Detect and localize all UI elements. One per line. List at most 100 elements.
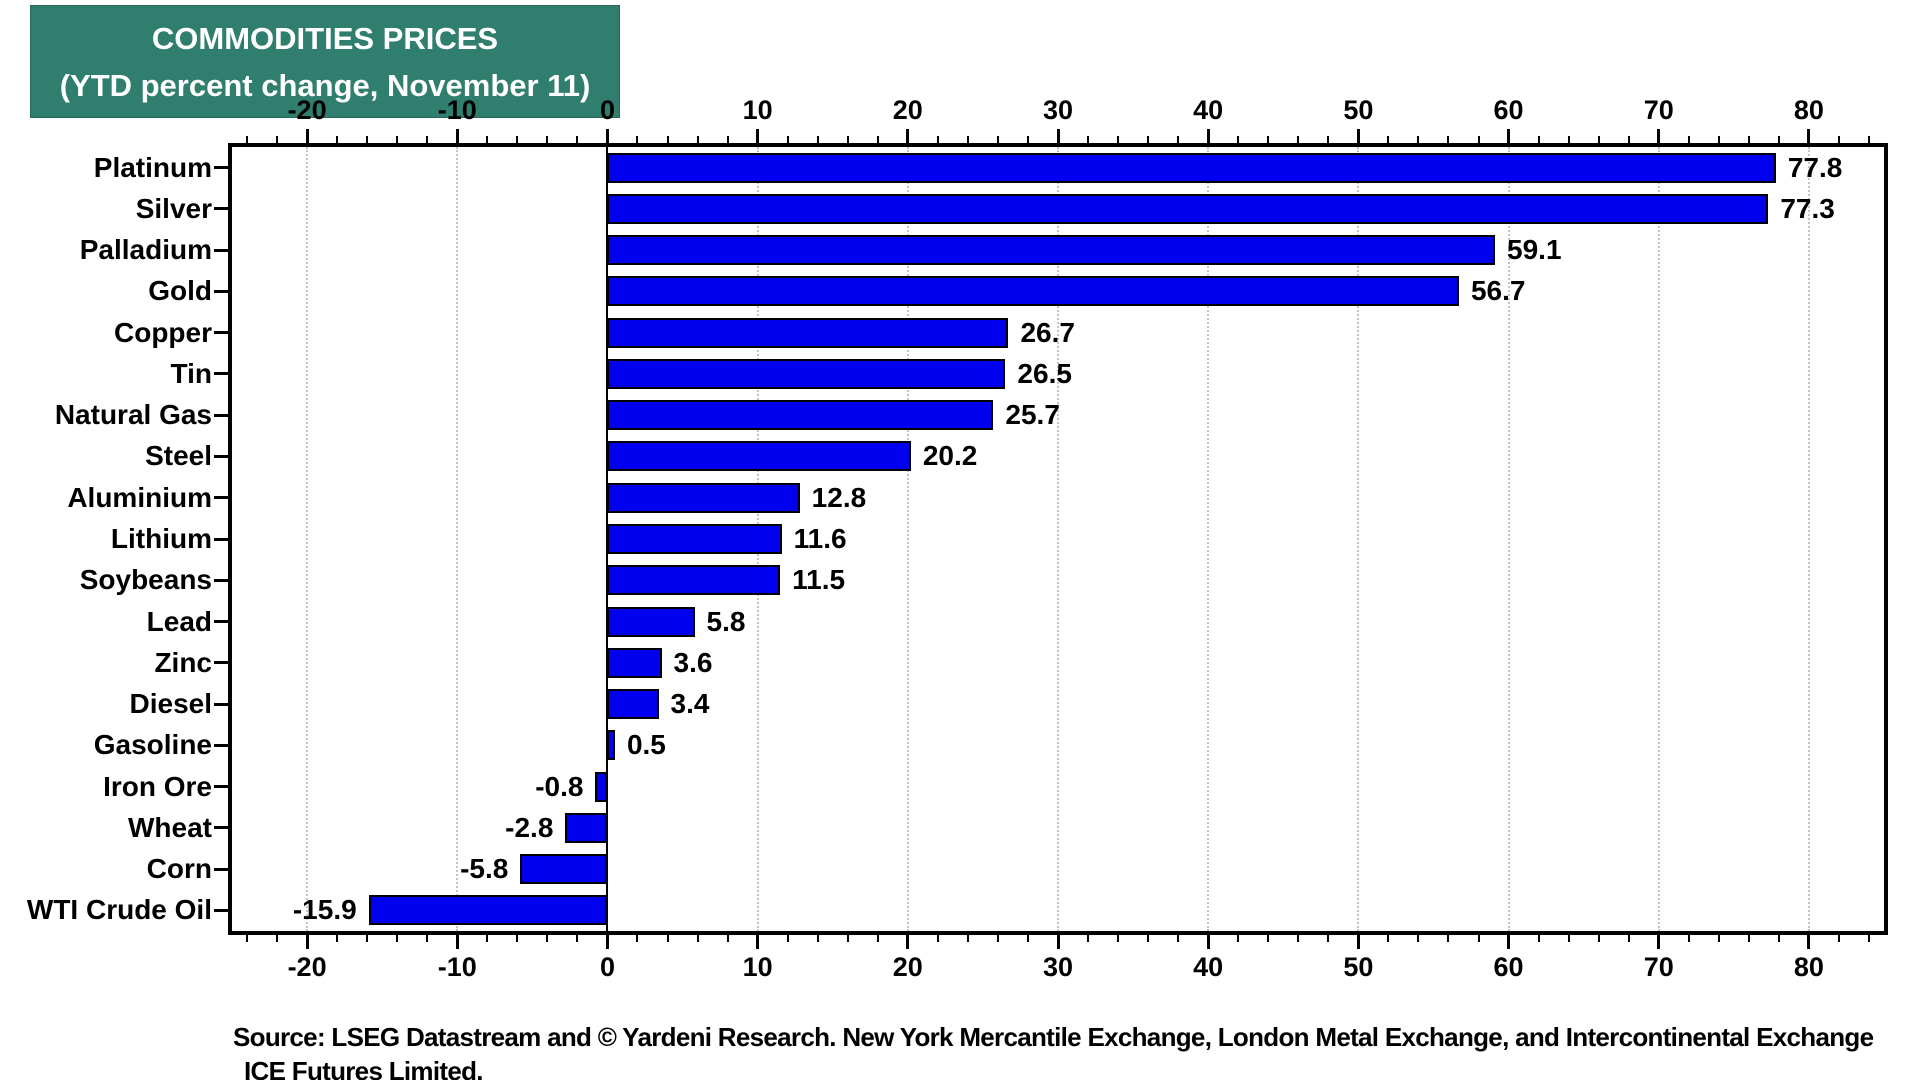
category-tick [214,743,228,747]
x-axis-tick-top [1597,136,1600,143]
x-axis-tick-bottom [546,935,549,942]
x-axis-tick-top [605,129,609,143]
x-axis-tick-top [1087,136,1090,143]
category-tick [214,702,228,706]
x-axis-tick-top [1477,136,1480,143]
x-axis-label-bottom: 40 [1193,952,1224,982]
bar-value-label: 5.8 [706,605,746,637]
category-tick [214,166,228,170]
gridline [1507,147,1510,931]
x-axis-tick-top [786,136,789,143]
x-axis-tick-top [366,136,369,143]
bar [595,771,608,802]
category-label: Steel [145,440,212,472]
plot-area: 77.8 77.3 59.1 56.7 26.7 26.5 25.7 20.2 12.8 11.6… [228,143,1888,935]
x-axis-tick-top [1567,136,1570,143]
x-axis-label-bottom: 60 [1493,952,1524,982]
x-axis-tick-bottom [1026,935,1029,942]
category-label: Diesel [129,688,213,720]
category-label: Wheat [128,811,212,843]
x-axis-tick-bottom [1417,935,1420,942]
bar-value-label: 11.5 [792,564,846,596]
category-tick [214,578,228,582]
source-note-line1: Source: LSEG Datastream and © Yardeni Re… [233,1022,1874,1052]
category-tick [214,826,228,830]
x-axis-tick-top [846,136,849,143]
category-tick [214,454,228,458]
x-axis-tick-top [305,129,309,143]
x-axis-tick-top [1267,136,1270,143]
bar [607,317,1009,348]
x-axis-tick-top [876,136,879,143]
x-axis-label-bottom: -20 [287,952,327,982]
category-tick [214,620,228,624]
bar [607,647,662,678]
x-axis-tick-bottom [1807,935,1811,949]
x-axis-tick-top [666,136,669,143]
category-label: WTI Crude Oil [26,894,212,926]
x-axis-tick-top [1627,136,1630,143]
x-axis-tick-top [1867,136,1870,143]
bar [607,358,1006,389]
x-axis-tick-bottom [996,935,999,942]
bar [607,524,782,554]
bar [368,895,608,926]
x-axis-tick-top [1356,129,1360,143]
category-tick [214,661,228,665]
x-axis-tick-top [906,129,910,143]
x-axis-tick-bottom [336,935,339,942]
x-axis-tick-bottom [1177,935,1180,942]
x-axis-tick-top [696,136,699,143]
x-axis-tick-bottom [1657,935,1661,949]
x-axis-tick-bottom [1147,935,1150,942]
chart-title-box: COMMODITIES PRICES (YTD percent change, … [30,5,620,118]
x-axis-tick-top [1147,136,1150,143]
x-axis-tick-top [966,136,969,143]
gridline [1057,147,1059,931]
bar [607,193,1769,224]
category-tick [214,372,228,376]
x-axis-tick-bottom [1777,935,1780,942]
bar-value-label: -5.8 [460,853,509,885]
category-tick [214,248,228,252]
x-axis-tick-bottom [1687,935,1690,942]
x-axis-label-top: 60 [1493,95,1524,125]
x-axis-tick-bottom [966,935,969,942]
x-axis-tick-bottom [516,935,519,942]
x-axis-tick-top [1297,136,1300,143]
x-axis-label-bottom: 20 [892,952,923,982]
category-label: Gold [148,275,212,307]
category-label: Natural Gas [54,399,212,431]
bar-value-label: 56.7 [1470,275,1526,307]
category-tick [214,331,228,335]
x-axis-tick-bottom [1597,935,1600,942]
category-tick [214,496,228,500]
x-axis-tick-top [576,136,579,143]
category-label: Aluminium [67,481,212,513]
x-axis-tick-top [1026,136,1029,143]
x-axis-label-bottom: 0 [599,952,615,982]
x-axis-tick-bottom [1087,935,1090,942]
x-axis-tick-top [426,136,429,143]
x-axis-tick-bottom [1117,935,1120,942]
x-axis-tick-top [1327,136,1330,143]
category-label: Copper [114,316,212,348]
bar-value-label: 26.7 [1020,316,1075,348]
x-axis-tick-top [636,136,639,143]
bar-value-label: 26.5 [1017,357,1072,389]
category-tick [214,289,228,293]
gridline [906,147,909,931]
x-axis-tick-bottom [1627,935,1630,942]
x-axis-tick-top [1837,136,1840,143]
x-axis-tick-top [1807,129,1811,143]
source-note-line2: ICE Futures Limited. [244,1056,484,1080]
category-label: Palladium [79,234,212,266]
x-axis-label-bottom: 50 [1343,952,1374,982]
x-axis-label-bottom: 80 [1793,952,1824,982]
category-label: Gasoline [93,729,212,761]
bar-value-label: 3.4 [670,688,710,720]
x-axis-tick-bottom [636,935,639,942]
x-axis-tick-bottom [396,935,399,942]
category-label: Soybeans [79,564,212,596]
bar [607,152,1776,183]
